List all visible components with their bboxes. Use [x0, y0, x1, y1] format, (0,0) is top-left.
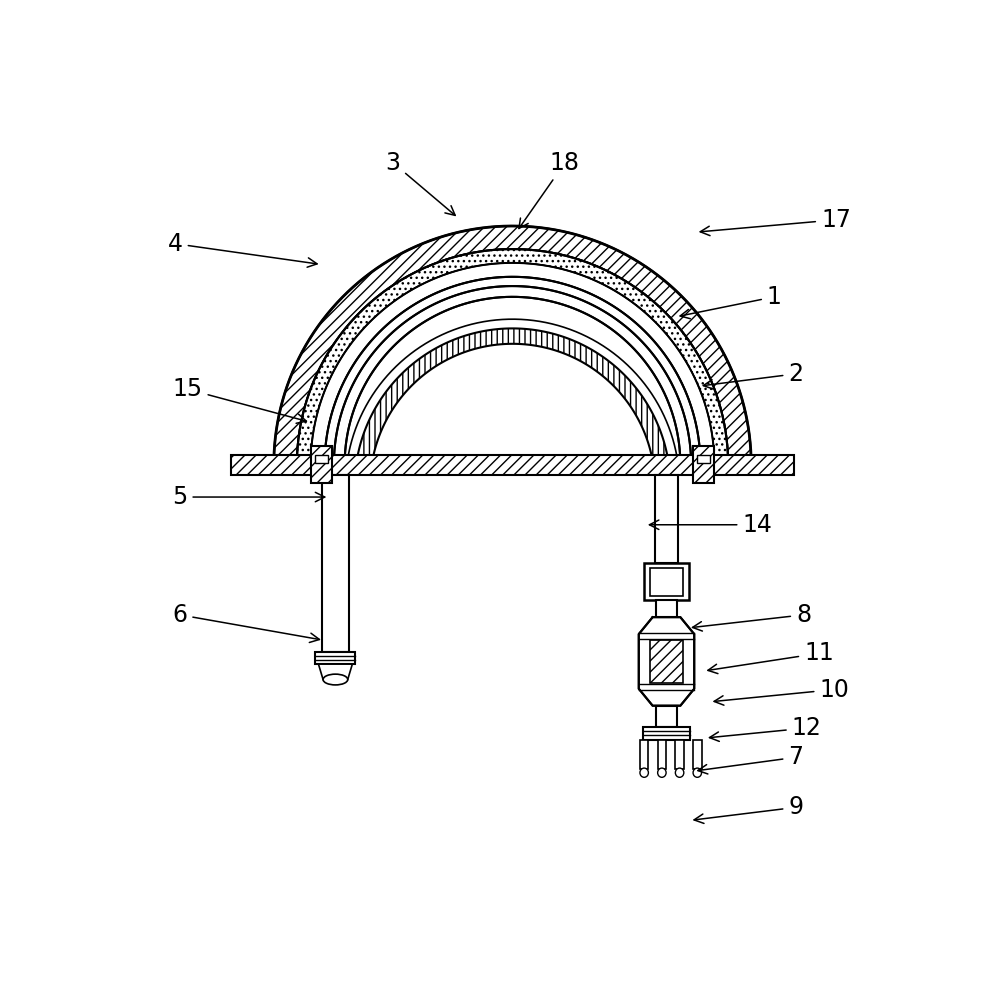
Text: 12: 12	[709, 716, 822, 742]
Bar	[315, 652, 355, 664]
Bar	[640, 740, 648, 769]
Bar	[656, 705, 677, 727]
Bar	[650, 568, 683, 596]
Bar	[231, 455, 794, 475]
Polygon shape	[274, 226, 751, 465]
Bar	[675, 740, 684, 769]
Text: 1: 1	[680, 285, 782, 319]
Bar	[658, 740, 666, 769]
Ellipse shape	[675, 768, 684, 777]
Ellipse shape	[323, 674, 348, 685]
Text: 15: 15	[172, 377, 306, 424]
Bar	[656, 600, 677, 618]
Bar	[697, 455, 710, 463]
Text: 6: 6	[172, 603, 319, 642]
Text: 11: 11	[708, 641, 834, 674]
Text: 9: 9	[694, 795, 803, 823]
Bar	[315, 455, 328, 463]
Bar	[655, 475, 678, 563]
Text: 3: 3	[386, 151, 455, 216]
Polygon shape	[297, 249, 728, 465]
Bar	[650, 640, 683, 683]
Text: 2: 2	[703, 361, 803, 389]
Bar	[644, 563, 689, 600]
Text: 7: 7	[698, 746, 803, 774]
Text: 18: 18	[519, 151, 580, 229]
Bar	[693, 740, 702, 769]
Text: 17: 17	[700, 208, 851, 235]
Polygon shape	[639, 618, 694, 705]
Ellipse shape	[658, 768, 666, 777]
Polygon shape	[318, 664, 352, 680]
Polygon shape	[345, 296, 680, 465]
Text: 5: 5	[172, 485, 325, 509]
Ellipse shape	[640, 768, 648, 777]
Bar	[322, 475, 349, 652]
Polygon shape	[357, 328, 668, 462]
Bar	[643, 727, 690, 740]
Bar	[693, 446, 714, 484]
Bar	[311, 446, 332, 484]
Text: 14: 14	[649, 513, 772, 537]
Text: 8: 8	[693, 603, 811, 631]
Polygon shape	[325, 277, 700, 465]
Text: 4: 4	[168, 231, 317, 267]
Polygon shape	[311, 263, 714, 465]
Ellipse shape	[693, 768, 702, 777]
Text: 10: 10	[714, 678, 849, 705]
